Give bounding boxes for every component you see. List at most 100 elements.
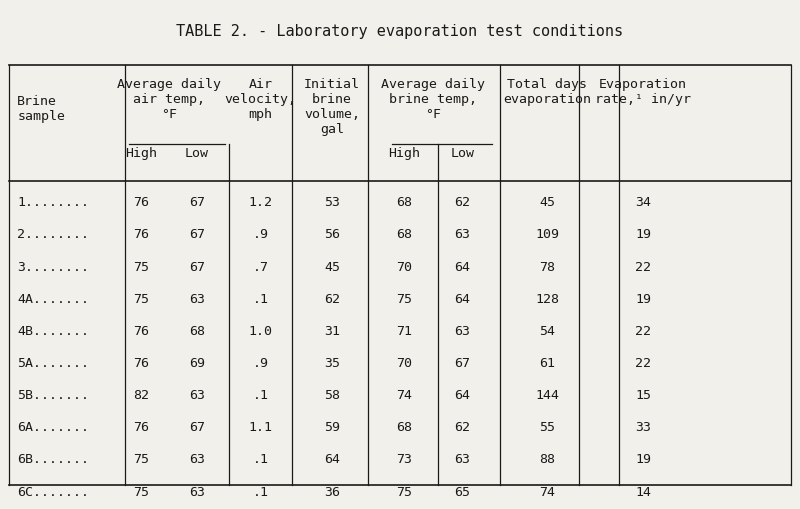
Text: 70: 70	[396, 261, 412, 273]
Text: 1.1: 1.1	[249, 421, 273, 434]
Text: 2........: 2........	[18, 229, 90, 241]
Text: 45: 45	[539, 196, 555, 209]
Text: 75: 75	[133, 293, 149, 306]
Text: 67: 67	[454, 357, 470, 370]
Text: 67: 67	[189, 421, 205, 434]
Text: 68: 68	[396, 421, 412, 434]
Text: 56: 56	[324, 229, 340, 241]
Text: 76: 76	[133, 229, 149, 241]
Text: 63: 63	[454, 454, 470, 466]
Text: 22: 22	[635, 261, 651, 273]
Text: 4B.......: 4B.......	[18, 325, 90, 338]
Text: 19: 19	[635, 293, 651, 306]
Text: 144: 144	[535, 389, 559, 402]
Text: High: High	[125, 147, 157, 160]
Text: 5B.......: 5B.......	[18, 389, 90, 402]
Text: 68: 68	[396, 196, 412, 209]
Text: .7: .7	[253, 261, 269, 273]
Text: Low: Low	[450, 147, 474, 160]
Text: 4A.......: 4A.......	[18, 293, 90, 306]
Text: .9: .9	[253, 229, 269, 241]
Text: 15: 15	[635, 389, 651, 402]
Text: 33: 33	[635, 421, 651, 434]
Text: 22: 22	[635, 325, 651, 338]
Text: 54: 54	[539, 325, 555, 338]
Text: 35: 35	[324, 357, 340, 370]
Text: 55: 55	[539, 421, 555, 434]
Text: .1: .1	[253, 389, 269, 402]
Text: 67: 67	[189, 196, 205, 209]
Text: Low: Low	[185, 147, 209, 160]
Text: Total days
evaporation: Total days evaporation	[503, 78, 591, 106]
Text: 75: 75	[133, 454, 149, 466]
Text: 64: 64	[454, 261, 470, 273]
Text: 73: 73	[396, 454, 412, 466]
Text: .1: .1	[253, 486, 269, 499]
Text: 5A.......: 5A.......	[18, 357, 90, 370]
Text: 78: 78	[539, 261, 555, 273]
Text: 67: 67	[189, 229, 205, 241]
Text: 75: 75	[133, 261, 149, 273]
Text: 61: 61	[539, 357, 555, 370]
Text: 75: 75	[133, 486, 149, 499]
Text: 74: 74	[396, 389, 412, 402]
Text: 62: 62	[454, 196, 470, 209]
Text: .1: .1	[253, 293, 269, 306]
Text: 70: 70	[396, 357, 412, 370]
Text: 109: 109	[535, 229, 559, 241]
Text: 6C.......: 6C.......	[18, 486, 90, 499]
Text: High: High	[388, 147, 420, 160]
Text: 67: 67	[189, 261, 205, 273]
Text: 19: 19	[635, 454, 651, 466]
Text: 65: 65	[454, 486, 470, 499]
Text: 34: 34	[635, 196, 651, 209]
Text: 76: 76	[133, 357, 149, 370]
Text: 68: 68	[189, 325, 205, 338]
Text: 63: 63	[189, 293, 205, 306]
Text: Evaporation
rate,¹ in/yr: Evaporation rate,¹ in/yr	[595, 78, 691, 106]
Text: 76: 76	[133, 421, 149, 434]
Text: 68: 68	[396, 229, 412, 241]
Text: 88: 88	[539, 454, 555, 466]
Text: Average daily
brine temp,
°F: Average daily brine temp, °F	[381, 78, 485, 121]
Text: 69: 69	[189, 357, 205, 370]
Text: 75: 75	[396, 293, 412, 306]
Text: 62: 62	[324, 293, 340, 306]
Text: 6A.......: 6A.......	[18, 421, 90, 434]
Text: .9: .9	[253, 357, 269, 370]
Text: Brine
sample: Brine sample	[18, 95, 66, 123]
Text: 45: 45	[324, 261, 340, 273]
Text: TABLE 2. - Laboratory evaporation test conditions: TABLE 2. - Laboratory evaporation test c…	[177, 24, 623, 39]
Text: 19: 19	[635, 229, 651, 241]
Text: 74: 74	[539, 486, 555, 499]
Text: 128: 128	[535, 293, 559, 306]
Text: 71: 71	[396, 325, 412, 338]
Text: 75: 75	[396, 486, 412, 499]
Text: 82: 82	[133, 389, 149, 402]
Text: 63: 63	[189, 454, 205, 466]
Text: 3........: 3........	[18, 261, 90, 273]
Text: 36: 36	[324, 486, 340, 499]
Text: .1: .1	[253, 454, 269, 466]
Text: 76: 76	[133, 325, 149, 338]
Text: 1........: 1........	[18, 196, 90, 209]
Text: 63: 63	[454, 325, 470, 338]
Text: 22: 22	[635, 357, 651, 370]
Text: Air
velocity,
mph: Air velocity, mph	[225, 78, 297, 121]
Text: 53: 53	[324, 196, 340, 209]
Text: 14: 14	[635, 486, 651, 499]
Text: 1.2: 1.2	[249, 196, 273, 209]
Text: Initial
brine
volume,
gal: Initial brine volume, gal	[304, 78, 360, 136]
Text: 58: 58	[324, 389, 340, 402]
Text: 63: 63	[189, 389, 205, 402]
Text: 64: 64	[454, 293, 470, 306]
Text: 62: 62	[454, 421, 470, 434]
Text: 31: 31	[324, 325, 340, 338]
Text: Average daily
air temp,
°F: Average daily air temp, °F	[117, 78, 221, 121]
Text: 64: 64	[324, 454, 340, 466]
Text: 6B.......: 6B.......	[18, 454, 90, 466]
Text: 59: 59	[324, 421, 340, 434]
Text: 64: 64	[454, 389, 470, 402]
Text: 63: 63	[189, 486, 205, 499]
Text: 1.0: 1.0	[249, 325, 273, 338]
